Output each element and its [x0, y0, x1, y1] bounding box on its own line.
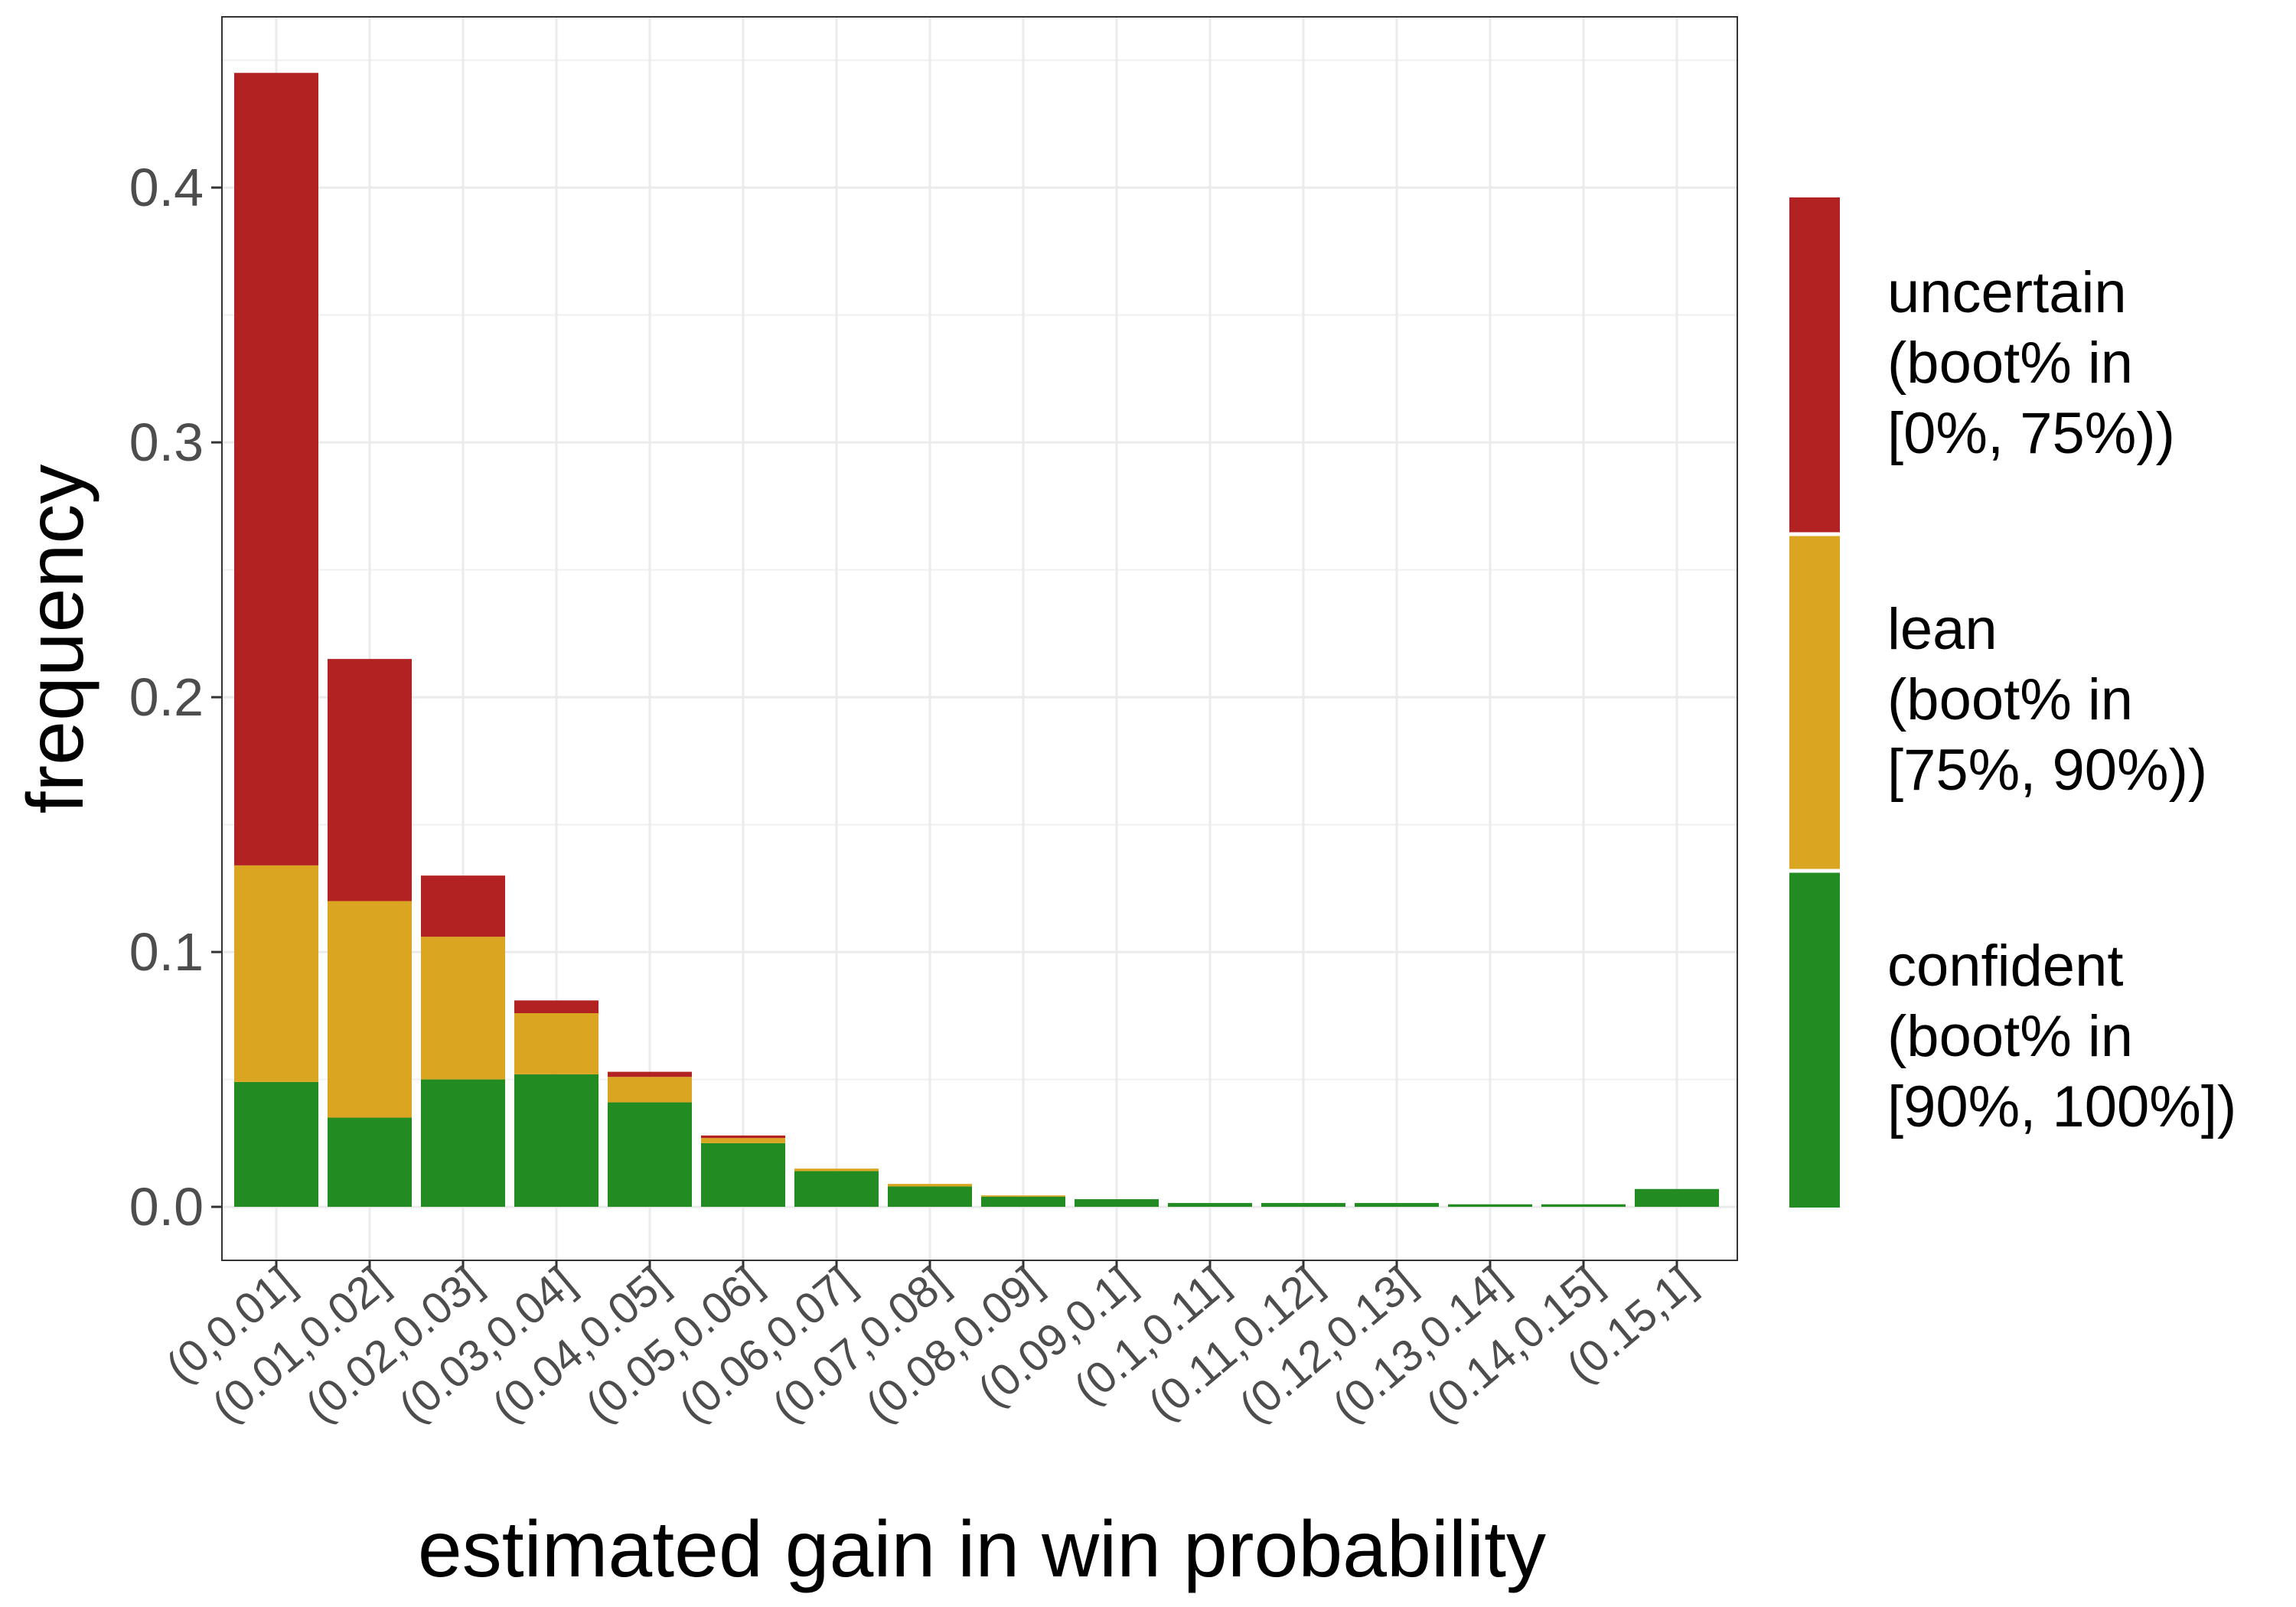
- plot-panel-border: [221, 16, 1738, 1261]
- legend: uncertain(boot% in[0%, 75%))lean(boot% i…: [1789, 197, 2236, 1208]
- bar-segment-confident: [1541, 1204, 1626, 1208]
- bar-segment-confident: [1075, 1199, 1159, 1208]
- bar-segment-uncertain: [608, 1071, 692, 1077]
- bar-segment-confident: [514, 1074, 598, 1208]
- bar-segment-confident: [1448, 1204, 1532, 1208]
- y-tick-label: 0.2: [129, 667, 204, 727]
- legend-key: [1789, 534, 1840, 871]
- bar-segment-confident: [888, 1186, 972, 1208]
- y-axis-title: frequency: [11, 464, 100, 814]
- y-tick-label: 0.3: [129, 412, 204, 472]
- bar-segment-confident: [328, 1117, 412, 1208]
- bar-segment-confident: [1635, 1188, 1719, 1208]
- legend-key: [1789, 871, 1840, 1208]
- legend-label: [90%, 100%]): [1887, 1074, 2236, 1139]
- legend-label: confident: [1887, 934, 2123, 999]
- legend-label: (boot% in: [1887, 1004, 2133, 1069]
- legend-label: [75%, 90%)): [1887, 738, 2207, 803]
- bar-segment-confident: [421, 1079, 505, 1208]
- bar-segment-confident: [1355, 1203, 1439, 1208]
- bar-segment-confident: [234, 1081, 318, 1208]
- bar-segment-lean: [234, 865, 318, 1082]
- bar-segment-lean: [701, 1138, 785, 1143]
- bar-segment-uncertain: [514, 1000, 598, 1013]
- bar-segment-confident: [701, 1143, 785, 1208]
- legend-label: (boot% in: [1887, 667, 2133, 732]
- legend-label: [0%, 75%)): [1887, 401, 2175, 466]
- bar-segment-confident: [1261, 1203, 1345, 1208]
- legend-key: [1789, 197, 1840, 534]
- legend-label: uncertain: [1887, 260, 2127, 325]
- bar-segment-uncertain: [701, 1135, 785, 1139]
- y-tick-label: 0.0: [129, 1177, 204, 1237]
- bar-segment-lean: [608, 1077, 692, 1103]
- bars: [234, 73, 1719, 1208]
- bar-segment-lean: [328, 901, 412, 1118]
- legend-label: (boot% in: [1887, 331, 2133, 396]
- y-tick-label: 0.4: [129, 158, 204, 217]
- bar-segment-lean: [514, 1012, 598, 1074]
- bar-segment-confident: [794, 1171, 879, 1208]
- y-tick-label: 0.1: [129, 922, 204, 982]
- bar-segment-lean: [794, 1169, 879, 1172]
- bar-segment-lean: [981, 1195, 1065, 1197]
- bar-segment-confident: [981, 1196, 1065, 1208]
- bar-segment-uncertain: [328, 659, 412, 901]
- bar-segment-lean: [888, 1184, 972, 1187]
- bar-segment-uncertain: [421, 875, 505, 937]
- bar-segment-confident: [1168, 1203, 1252, 1208]
- bar-segment-uncertain: [234, 73, 318, 865]
- x-axis-title: estimated gain in win probability: [418, 1505, 1546, 1594]
- bar-segment-confident: [608, 1102, 692, 1208]
- bar-segment-lean: [421, 937, 505, 1080]
- legend-label: lean: [1887, 597, 1998, 662]
